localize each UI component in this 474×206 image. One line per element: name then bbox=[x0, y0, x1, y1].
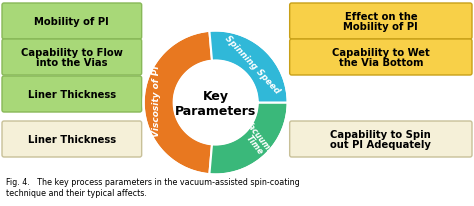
FancyBboxPatch shape bbox=[290, 4, 472, 40]
Text: Vacuuming
Time: Vacuuming Time bbox=[236, 117, 280, 167]
Text: Capability to Wet
the Via Bottom: Capability to Wet the Via Bottom bbox=[332, 48, 430, 67]
Text: Parameters: Parameters bbox=[175, 104, 256, 117]
FancyBboxPatch shape bbox=[290, 121, 472, 157]
Circle shape bbox=[173, 61, 258, 145]
FancyBboxPatch shape bbox=[290, 40, 472, 76]
FancyBboxPatch shape bbox=[2, 40, 142, 76]
Polygon shape bbox=[210, 31, 288, 103]
Text: Capability to Flow
into the Vias: Capability to Flow into the Vias bbox=[21, 48, 123, 67]
Polygon shape bbox=[144, 32, 212, 174]
Text: Spinning Speed: Spinning Speed bbox=[223, 34, 282, 95]
Text: Effect on the
Mobility of PI: Effect on the Mobility of PI bbox=[344, 12, 418, 32]
Text: Mobility of PI: Mobility of PI bbox=[35, 17, 109, 27]
Text: Liner Thickness: Liner Thickness bbox=[28, 134, 116, 144]
Polygon shape bbox=[210, 103, 288, 175]
Text: Key: Key bbox=[203, 90, 228, 103]
Text: Fig. 4.   The key process parameters in the vacuum-assisted spin-coating: Fig. 4. The key process parameters in th… bbox=[6, 178, 300, 187]
Text: Liner Thickness: Liner Thickness bbox=[28, 90, 116, 99]
Text: technique and their typical affects.: technique and their typical affects. bbox=[6, 188, 147, 198]
Text: Capability to Spin
out PI Adequately: Capability to Spin out PI Adequately bbox=[330, 130, 431, 149]
FancyBboxPatch shape bbox=[2, 4, 142, 40]
FancyBboxPatch shape bbox=[2, 77, 142, 112]
FancyBboxPatch shape bbox=[2, 121, 142, 157]
Text: Viscosity of PI: Viscosity of PI bbox=[152, 65, 161, 137]
